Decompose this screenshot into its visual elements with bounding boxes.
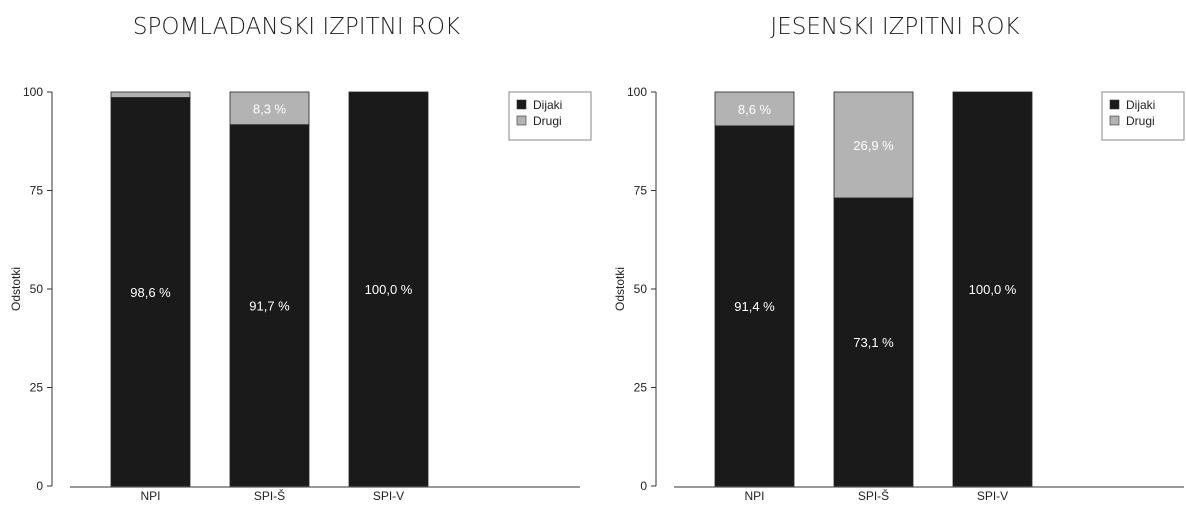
x-tick-label: SPI-Š — [858, 488, 889, 501]
x-tick-label: SPI-V — [373, 489, 404, 501]
bar-dijaki — [110, 97, 191, 487]
bar-dijaki — [348, 91, 429, 487]
data-label: 98,6 % — [130, 285, 171, 300]
data-label: 73,1 % — [853, 335, 894, 350]
chart-panel-autumn: JESENSKI IZPITNI ROK 0 25 50 75 100 Odstotki 9… — [604, 0, 1186, 503]
y-tick-label: 50 — [634, 282, 648, 296]
chart-panel-spring: SPOMLADANSKI IZPITNI ROK 0 25 50 75 100 Odsto… — [0, 0, 593, 503]
y-tick-label: 25 — [634, 381, 648, 395]
legend-label: Dijaki — [533, 98, 562, 112]
legend-label: Drugi — [1126, 114, 1155, 128]
y-tick-label: 0 — [640, 479, 647, 493]
bar-drugi — [833, 91, 914, 199]
x-tick-label: NPI — [140, 489, 160, 501]
data-label: 100,0 % — [969, 282, 1017, 297]
x-tick-label: SPI-V — [977, 489, 1008, 501]
data-label: 8,6 % — [738, 102, 772, 117]
y-tick-label: 75 — [30, 184, 44, 198]
y-axis-label: Odstotki — [613, 267, 627, 311]
chart-autumn: 0 25 50 75 100 Odstotki 91,4 % 8,6 % NPI 73,1 % 26… — [613, 85, 1185, 503]
bar-dijaki — [833, 197, 914, 487]
y-axis-label: Odstotki — [9, 267, 23, 311]
x-tick-label: NPI — [744, 489, 764, 501]
legend-label: Dijaki — [1126, 98, 1155, 112]
bar-drugi — [110, 91, 191, 98]
bar-dijaki — [952, 91, 1033, 487]
chart-title: JESENSKI IZPITNI ROK — [770, 14, 1020, 40]
legend-swatch-drugi — [1109, 115, 1120, 126]
y-tick-label: 0 — [36, 479, 43, 493]
legend-swatch-dijaki — [516, 99, 527, 110]
data-label: 26,9 % — [853, 138, 894, 153]
bar-dijaki — [229, 124, 310, 487]
data-label: 91,4 % — [734, 299, 775, 314]
bar-drugi — [229, 91, 310, 126]
y-tick-label: 50 — [30, 282, 44, 296]
data-label: 91,7 % — [249, 298, 290, 313]
bar-dijaki — [714, 125, 795, 487]
data-label: 8,3 % — [253, 101, 287, 116]
chart-spring: 0 25 50 75 100 Odstotki 98,6 % NPI 91,7 % 8,3 % SP… — [9, 85, 592, 503]
y-tick-label: 75 — [634, 184, 648, 198]
bar-drugi — [714, 91, 795, 127]
x-tick-label: SPI-Š — [254, 488, 285, 501]
y-tick-label: 100 — [23, 85, 43, 99]
legend-swatch-drugi — [516, 115, 527, 126]
y-tick-label: 25 — [30, 381, 44, 395]
legend-swatch-dijaki — [1109, 99, 1120, 110]
data-label: 100,0 % — [365, 282, 413, 297]
legend-label: Drugi — [533, 114, 562, 128]
chart-title: SPOMLADANSKI IZPITNI ROK — [132, 14, 461, 40]
y-tick-label: 100 — [627, 85, 647, 99]
